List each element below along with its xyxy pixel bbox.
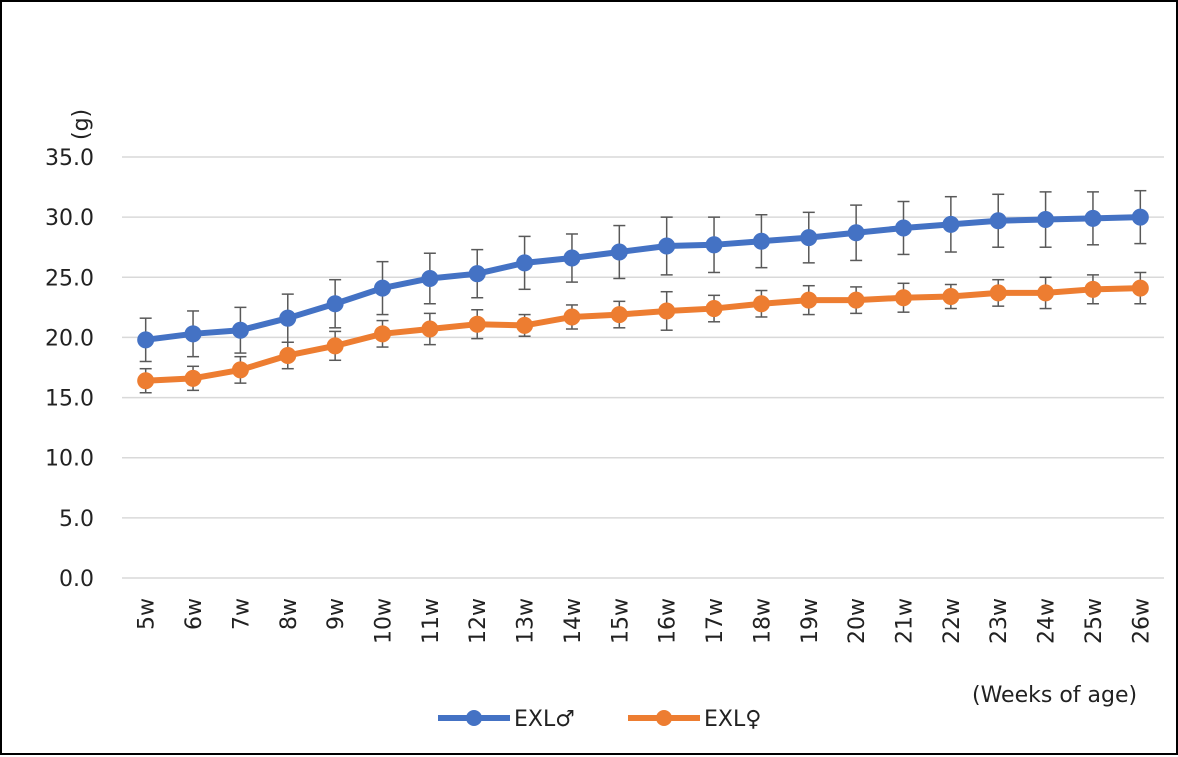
series-layer — [137, 189, 1149, 394]
y-tick-label: 15.0 — [45, 387, 94, 412]
data-point — [421, 269, 439, 287]
x-tick-label: 26w — [1129, 598, 1154, 644]
data-point — [1131, 208, 1149, 226]
data-point — [421, 320, 439, 338]
data-point — [184, 369, 202, 387]
data-point — [516, 254, 534, 272]
x-tick-label: 5w — [135, 598, 160, 630]
data-point — [468, 265, 486, 283]
data-point — [847, 224, 865, 242]
legend-item: EXL♂ — [438, 707, 575, 732]
y-tick-label: 5.0 — [59, 507, 94, 532]
y-tick-label: 10.0 — [45, 447, 94, 472]
data-point — [847, 291, 865, 309]
data-point — [705, 236, 723, 254]
series-line — [145, 214, 1141, 343]
x-tick-label: 19w — [798, 598, 823, 644]
data-point — [942, 215, 960, 233]
x-tick-label: 9w — [324, 598, 349, 630]
data-point — [610, 306, 628, 324]
data-point — [279, 309, 297, 327]
data-point — [279, 346, 297, 364]
data-point — [989, 212, 1007, 230]
data-point — [231, 321, 249, 339]
x-tick-label: 18w — [750, 598, 775, 644]
data-point — [468, 315, 486, 333]
legend-item: EXL♀ — [628, 707, 761, 732]
legend-marker — [466, 710, 482, 726]
x-tick-label: 21w — [893, 598, 918, 644]
y-tick-label: 30.0 — [45, 206, 94, 231]
x-tick-label: 11w — [419, 598, 444, 644]
x-tick-label: 25w — [1082, 598, 1107, 644]
series-female — [137, 271, 1149, 394]
data-point — [800, 229, 818, 247]
legend-label: EXL♂ — [514, 707, 575, 732]
legend-marker — [656, 710, 672, 726]
data-point — [231, 361, 249, 379]
x-tick-label: 13w — [514, 598, 539, 644]
x-tick-label: 7w — [229, 598, 254, 630]
x-tick-label: 22w — [940, 598, 965, 644]
x-axis-unit-label: (Weeks of age) — [972, 683, 1137, 708]
y-tick-label: 20.0 — [45, 326, 94, 351]
y-tick-label: 35.0 — [45, 146, 94, 171]
x-tick-label: 16w — [656, 598, 681, 644]
data-point — [705, 300, 723, 318]
data-point — [989, 284, 1007, 302]
y-tick-label: 25.0 — [45, 266, 94, 291]
data-point — [563, 249, 581, 267]
data-point — [1084, 280, 1102, 298]
x-tick-label: 12w — [466, 598, 491, 644]
data-point — [516, 316, 534, 334]
x-tick-labels: 5w 6w 7w 8w 9w 10w 11w 12w 13w 14w 15w 16w 17w 18w 19w… — [135, 598, 1155, 644]
legend: EXL♂ EXL♀ — [438, 707, 761, 732]
data-point — [895, 289, 912, 307]
x-tick-label: 20w — [845, 598, 870, 644]
data-point — [895, 219, 912, 237]
x-tick-label: 24w — [1035, 598, 1060, 644]
data-point — [563, 308, 581, 326]
series-male — [137, 189, 1149, 363]
x-tick-label: 23w — [987, 598, 1012, 644]
data-point — [658, 302, 676, 320]
y-axis-unit-label: (g) — [69, 109, 94, 140]
data-point — [658, 237, 676, 255]
data-point — [610, 243, 628, 261]
legend-label: EXL♀ — [704, 707, 761, 732]
series-line — [145, 285, 1141, 384]
data-point — [137, 372, 155, 390]
gridlines — [122, 156, 1164, 579]
data-point — [752, 295, 770, 313]
x-tick-label: 14w — [561, 598, 586, 644]
x-tick-label: 17w — [703, 598, 728, 644]
data-point — [374, 279, 391, 297]
data-point — [942, 288, 960, 306]
x-tick-label: 15w — [608, 598, 633, 644]
data-point — [326, 337, 344, 355]
data-point — [1037, 284, 1055, 302]
data-point — [1037, 211, 1055, 229]
data-point — [326, 295, 344, 313]
data-point — [752, 232, 770, 250]
x-tick-label: 10w — [372, 598, 397, 644]
x-tick-label: 8w — [277, 598, 302, 630]
y-tick-label: 0.0 — [59, 567, 94, 592]
x-tick-label: 6w — [182, 598, 207, 630]
y-tick-labels: 0.0 5.0 10.0 15.0 20.0 25.0 30.0 35.0 — [45, 146, 94, 592]
data-point — [1131, 279, 1149, 297]
data-point — [374, 325, 391, 343]
data-point — [800, 291, 818, 309]
data-point — [1084, 209, 1102, 227]
data-point — [184, 325, 202, 343]
data-point — [137, 331, 155, 349]
